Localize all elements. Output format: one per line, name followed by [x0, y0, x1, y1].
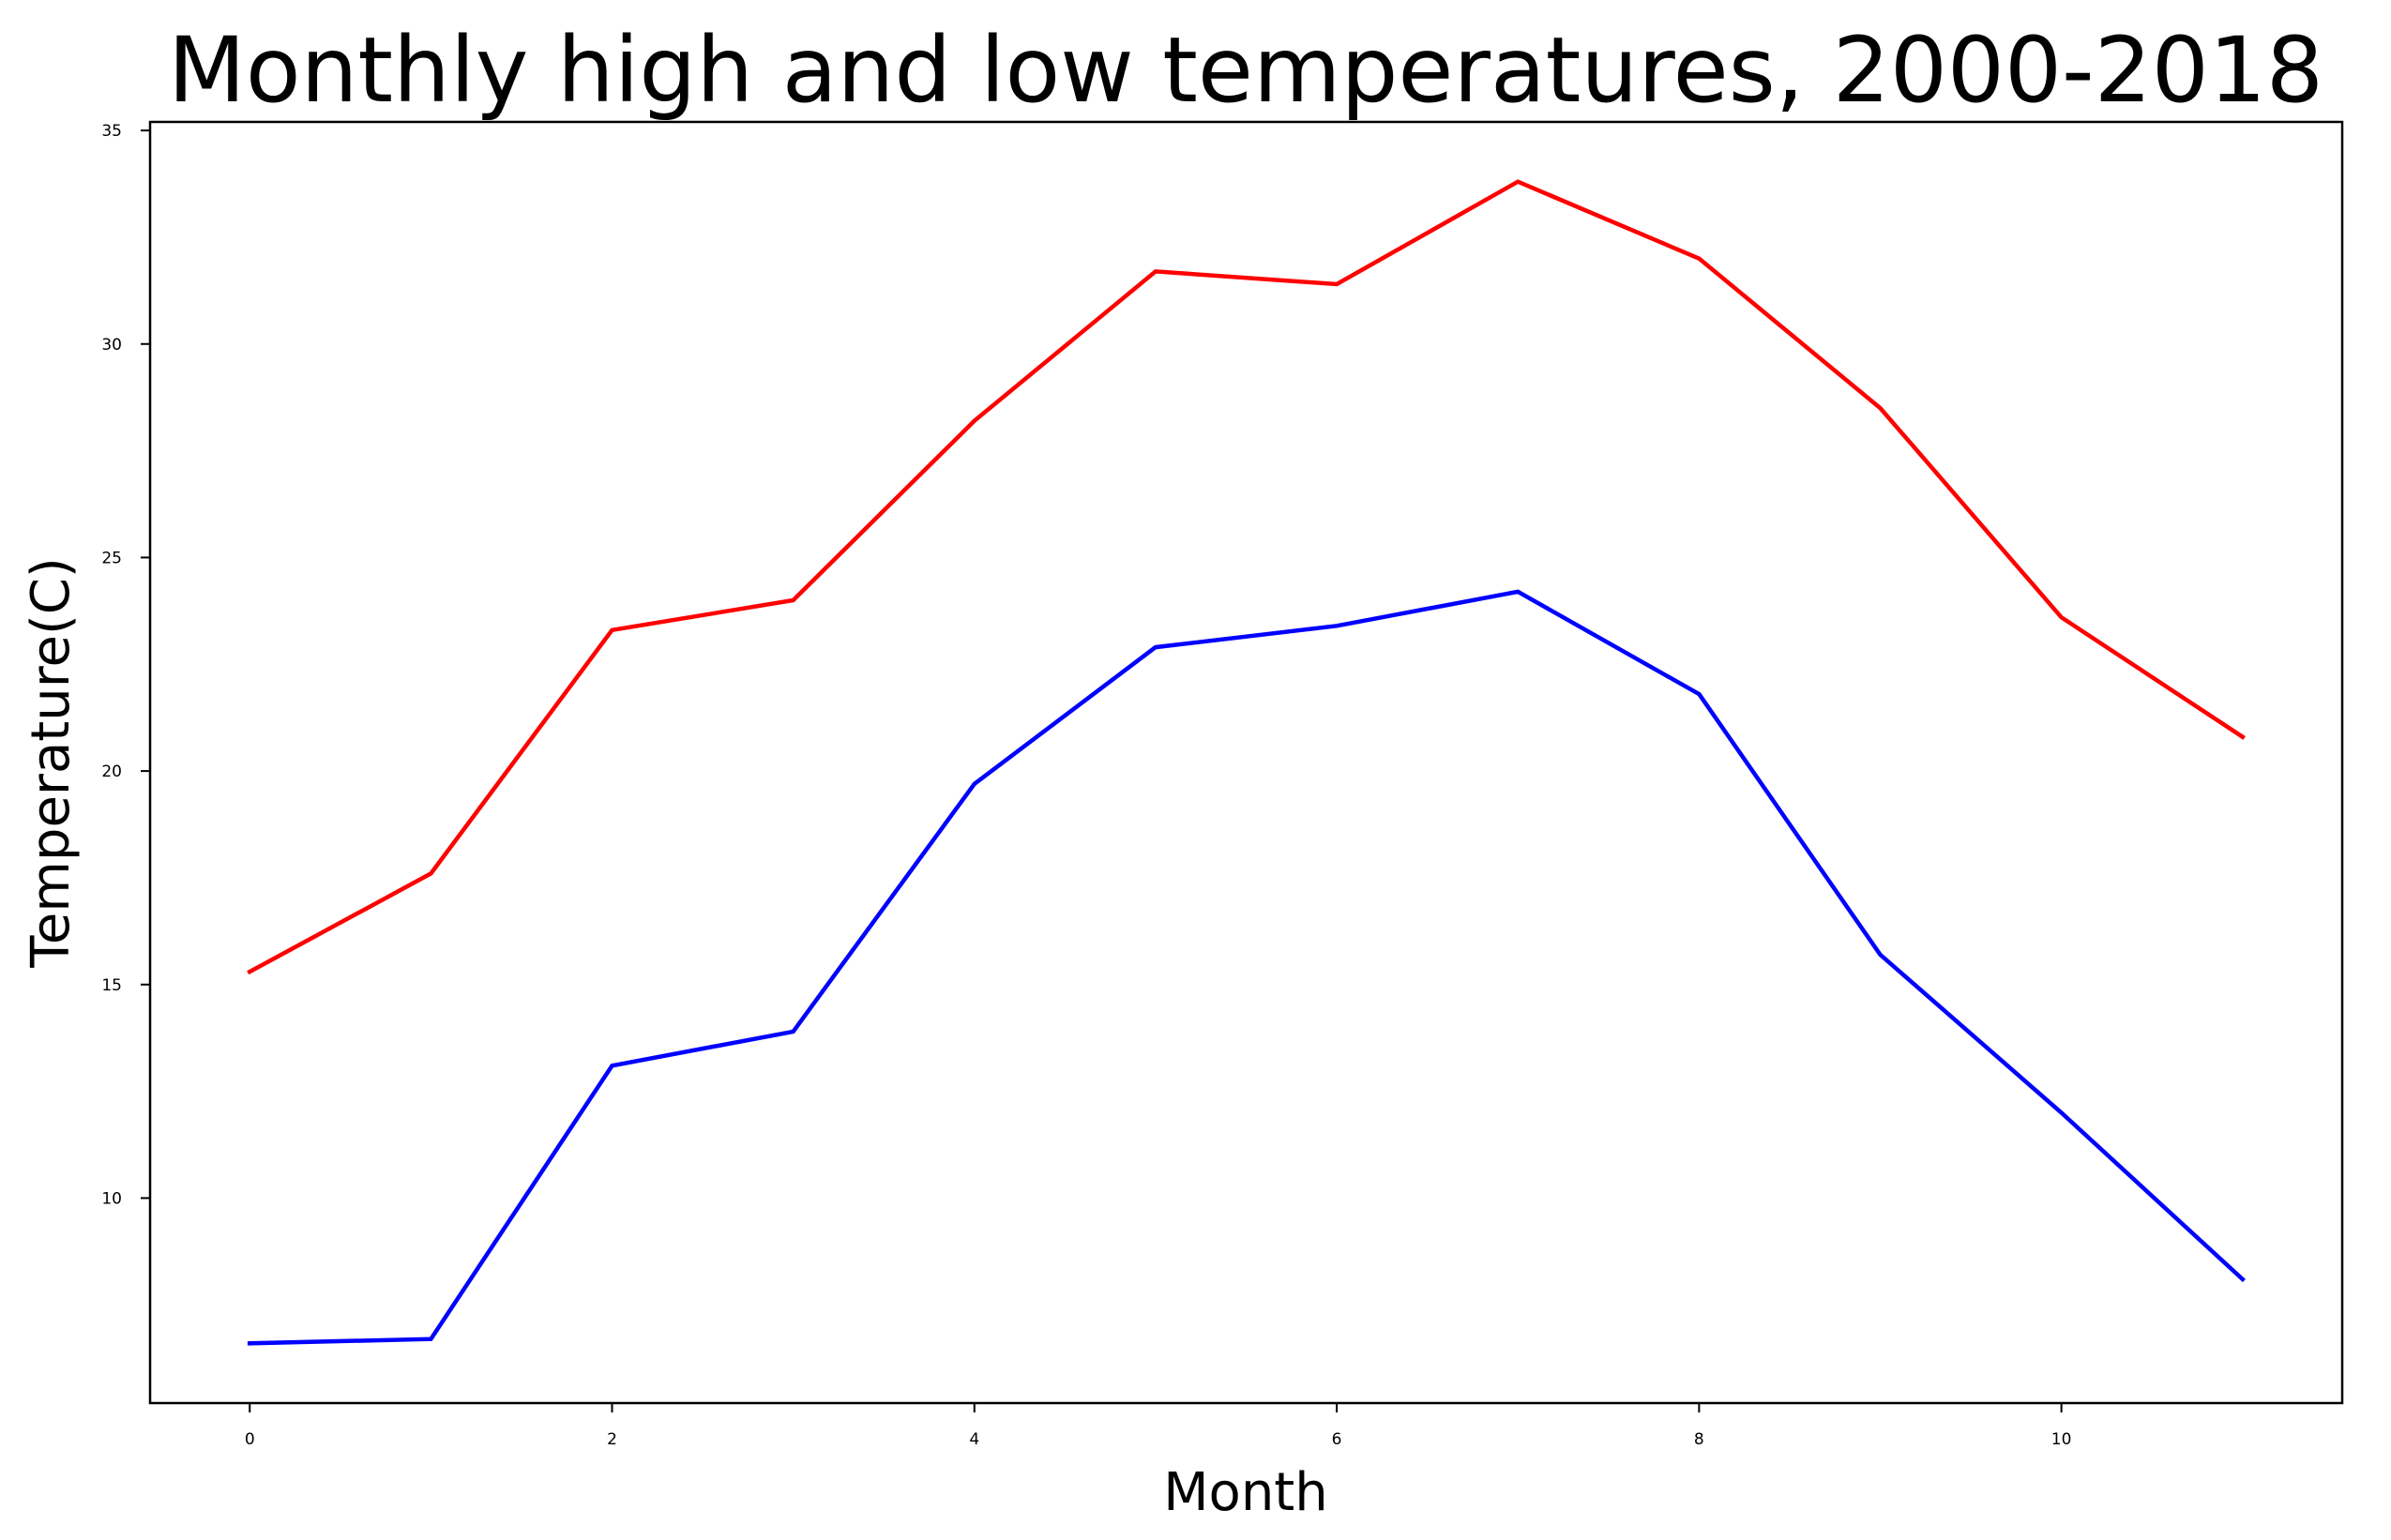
series-group	[247, 179, 2246, 1346]
y-axis-label: Temperature(C)	[21, 557, 82, 969]
y-tick-label: 25	[101, 549, 122, 567]
y-tick-label: 15	[101, 976, 122, 995]
x-tick-label: 2	[607, 1430, 617, 1449]
x-tick-label: 0	[245, 1430, 255, 1449]
chart-title: Monthly high and low temperatures, 2000-…	[168, 18, 2323, 123]
x-axis-label: Month	[1163, 1462, 1328, 1523]
y-axis: 10 15 20 25 30 35	[101, 122, 150, 1208]
x-tick-label: 10	[2051, 1430, 2072, 1449]
series-line-1	[247, 179, 2246, 975]
y-tick-label: 10	[101, 1189, 122, 1208]
plot-area: 0 2 4 6 8 10 10 15 20 25 30 35	[101, 120, 2344, 1449]
series-line-2	[247, 589, 2246, 1346]
plot-frame	[148, 120, 2344, 1405]
x-tick-label: 8	[1694, 1430, 1704, 1449]
y-tick-label: 35	[101, 122, 122, 141]
x-tick-label: 4	[969, 1430, 979, 1449]
y-tick-label: 20	[101, 762, 122, 781]
x-tick-label: 6	[1332, 1430, 1342, 1449]
x-axis: 0 2 4 6 8 10	[245, 1403, 2072, 1449]
y-tick-label: 30	[101, 336, 122, 355]
